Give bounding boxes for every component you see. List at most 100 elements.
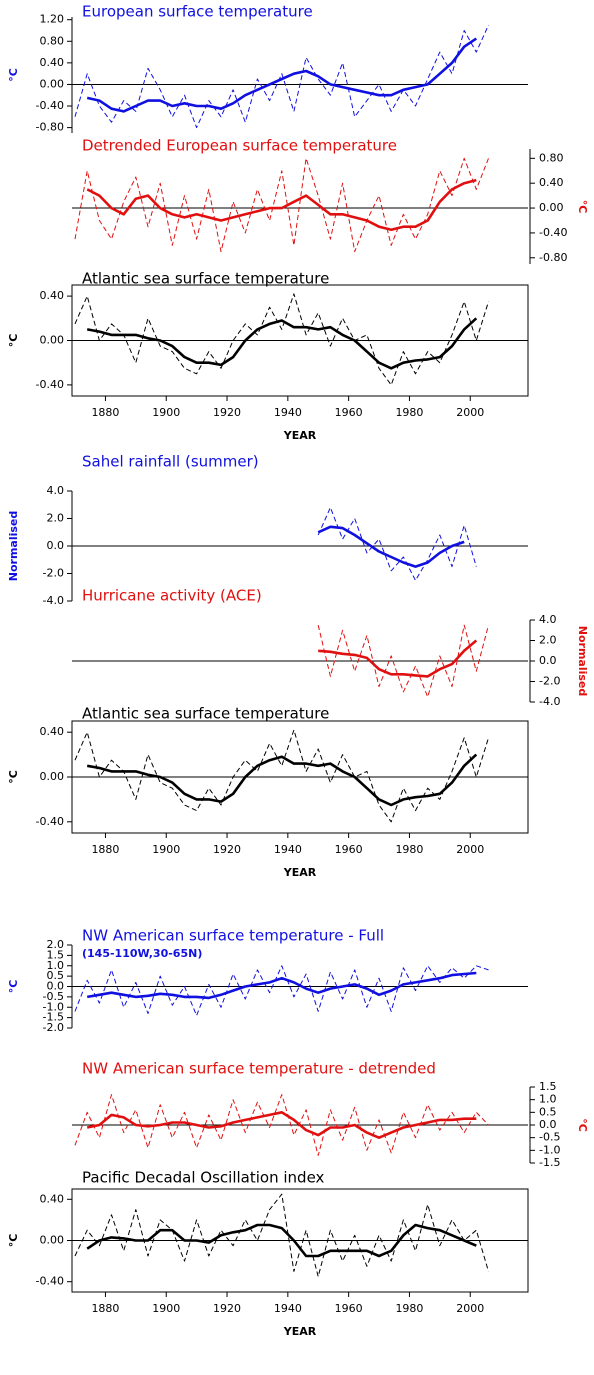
x-tick-label: 1960 [335, 406, 363, 419]
x-tick-label: 1880 [91, 843, 119, 856]
y-tick-label: 0.80 [539, 151, 564, 164]
annual-line [74, 1193, 489, 1277]
x-tick-label: 1880 [91, 1302, 119, 1315]
x-tick-label: 2000 [456, 843, 484, 856]
x-tick-label: 1900 [152, 1302, 180, 1315]
smoothed-line [86, 37, 478, 113]
x-tick-label: 1980 [395, 1302, 423, 1315]
x-tick-label: 1960 [335, 843, 363, 856]
y-tick-label: -4.0 [539, 695, 560, 708]
y-tick-label: 4.0 [47, 484, 65, 497]
y-tick-label: 0.40 [40, 1192, 65, 1205]
y-axis-label: Normalised [7, 511, 20, 582]
x-tick-label: 2000 [456, 406, 484, 419]
y-tick-label: -0.40 [36, 99, 64, 112]
y-tick-label: -2.0 [539, 675, 560, 688]
y-axis-label: °C [7, 770, 20, 784]
y-tick-label: -0.80 [539, 251, 567, 264]
annual-line [74, 24, 489, 129]
y-tick-label: 0.40 [40, 725, 65, 738]
annual-line [74, 293, 489, 386]
y-tick-label: 0.40 [40, 56, 65, 69]
x-tick-label: 1900 [152, 406, 180, 419]
y-tick-label: 0.40 [40, 289, 65, 302]
y-tick-label: -1.5 [43, 1011, 64, 1024]
panel-title: NW American surface temperature - Full [82, 927, 384, 945]
x-axis-label: YEAR [283, 866, 317, 879]
y-tick-label: 1.5 [539, 1080, 557, 1093]
y-tick-label: -2.0 [43, 1021, 64, 1034]
y-axis-label: °C [7, 980, 20, 994]
y-tick-label: -1.0 [539, 1143, 560, 1156]
x-tick-label: 1980 [395, 843, 423, 856]
smoothed-line [86, 971, 477, 1000]
y-tick-label: 0.00 [40, 1234, 65, 1247]
y-tick-label: 0.5 [539, 1105, 557, 1118]
panel-title: Pacific Decadal Oscillation index [82, 1169, 325, 1187]
x-tick-label: 1880 [91, 406, 119, 419]
y-tick-label: 2.0 [47, 512, 65, 525]
y-axis-label: °C [7, 1234, 20, 1248]
smoothed-line [317, 525, 465, 568]
y-tick-label: 0.0 [47, 539, 65, 552]
y-tick-label: -0.80 [36, 121, 64, 134]
y-axis-label: °C [7, 68, 20, 82]
y-tick-label: 1.5 [47, 948, 65, 961]
panel-title: NW American surface temperature - detren… [82, 1060, 436, 1078]
y-tick-label: -4.0 [43, 594, 64, 607]
y-tick-label: 4.0 [539, 613, 557, 626]
panel-title: Hurricane activity (ACE) [82, 587, 262, 605]
y-tick-label: 0.80 [40, 34, 65, 47]
x-tick-label: 1960 [335, 1302, 363, 1315]
panel-subtitle: (145-110W,30-65N) [82, 947, 202, 960]
panel-title: Atlantic sea surface temperature [82, 270, 329, 288]
y-axis-label: °C [576, 200, 589, 214]
x-tick-label: 1920 [213, 1302, 241, 1315]
y-tick-label: 0.40 [539, 176, 564, 189]
x-tick-label: 1900 [152, 843, 180, 856]
y-tick-label: 0.5 [47, 969, 65, 982]
smoothed-line [86, 317, 478, 370]
y-tick-label: 0.0 [47, 980, 65, 993]
panel-title: Atlantic sea surface temperature [82, 705, 329, 723]
x-tick-label: 1920 [213, 843, 241, 856]
smoothed-line [318, 639, 478, 678]
y-tick-label: 1.20 [40, 13, 65, 26]
smoothed-line [86, 753, 478, 807]
y-tick-label: -0.40 [36, 378, 64, 391]
y-axis-label: °C [576, 1118, 589, 1132]
smoothed-line [86, 1223, 477, 1258]
panel-title: Detrended European surface temperature [82, 137, 397, 155]
y-axis-label: Normalised [576, 626, 589, 697]
y-tick-label: -1.0 [43, 1000, 64, 1013]
y-tick-label: -0.5 [43, 990, 64, 1003]
y-tick-label: 0.0 [539, 654, 557, 667]
x-tick-label: 1940 [274, 843, 302, 856]
y-tick-label: 0.0 [539, 1118, 557, 1131]
panel-title: European surface temperature [82, 3, 313, 21]
y-tick-label: 1.0 [47, 959, 65, 972]
annual-line [74, 965, 489, 1016]
y-tick-label: 0.00 [40, 770, 65, 783]
y-tick-label: 0.00 [40, 334, 65, 347]
x-tick-label: 1940 [274, 1302, 302, 1315]
smoothed-line [86, 1111, 477, 1139]
y-tick-label: -1.5 [539, 1156, 560, 1169]
y-tick-label: 2.0 [47, 938, 65, 951]
y-tick-label: 0.00 [40, 77, 65, 90]
smoothed-line [86, 178, 477, 232]
y-axis-label: °C [7, 334, 20, 348]
panel-title: Sahel rainfall (summer) [82, 453, 259, 471]
annual-line [74, 1094, 489, 1156]
annual-line [74, 729, 489, 823]
y-tick-label: 1.0 [539, 1093, 557, 1106]
annual-line [74, 157, 489, 253]
y-tick-label: -0.40 [539, 226, 567, 239]
annual-line [317, 624, 489, 698]
y-tick-label: 2.0 [539, 634, 557, 647]
x-axis-label: YEAR [283, 1325, 317, 1338]
y-tick-label: -0.40 [36, 1275, 64, 1288]
x-tick-label: 1980 [395, 406, 423, 419]
x-tick-label: 1940 [274, 406, 302, 419]
